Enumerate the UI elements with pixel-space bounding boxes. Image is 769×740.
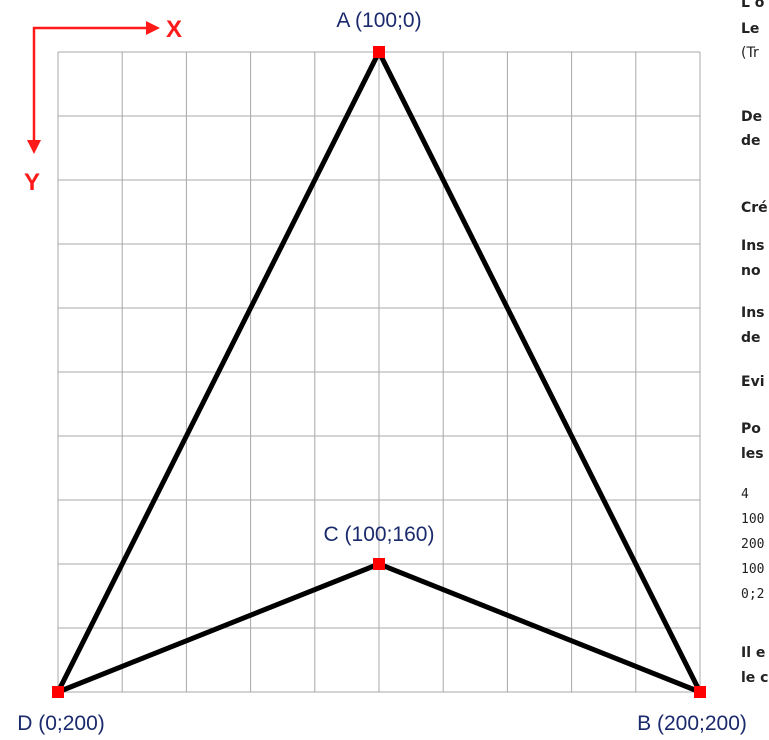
vertex-a-marker	[373, 46, 385, 58]
vertex-d-label: D (0;200)	[17, 712, 105, 735]
y-axis-label: Y	[24, 169, 40, 196]
sidebar-line: Evi	[741, 374, 765, 390]
x-axis-arrow	[146, 21, 160, 35]
coordinate-axes: X Y	[24, 16, 182, 196]
shape-vertices	[52, 46, 706, 698]
sidebar-line: de	[741, 330, 761, 346]
sidebar-line: 100	[741, 512, 764, 527]
sidebar-line: Po	[741, 421, 761, 437]
y-axis-arrow	[27, 140, 41, 154]
sidebar-line: De	[741, 109, 762, 125]
edge-c-d	[55, 561, 382, 695]
sidebar-line: no	[741, 263, 761, 279]
sidebar-text: L o Le (Tr De de Cré Ins no Ins de Evi Po les 4 100 200…	[741, 0, 768, 686]
sidebar-line: (Tr	[741, 45, 759, 61]
edge-a-b	[376, 49, 703, 695]
sidebar-line: L o	[741, 0, 765, 11]
sidebar-line: de	[741, 133, 761, 149]
sidebar-line: Ins	[741, 238, 765, 254]
grid	[57, 51, 701, 693]
vertex-labels: A (100;0) B (200;200) C (100;160) D (0;200)	[17, 9, 747, 735]
vertex-c-marker	[373, 558, 385, 570]
sidebar-line: le c	[741, 670, 768, 686]
edge-b-c	[376, 561, 703, 695]
edge-d-a	[55, 49, 382, 695]
sidebar-line: 4	[741, 487, 749, 502]
vertex-a-label: A (100;0)	[336, 9, 421, 32]
vertex-c-label: C (100;160)	[324, 523, 435, 546]
sidebar-line: Ins	[741, 305, 765, 321]
vertex-b-marker	[694, 686, 706, 698]
sidebar-line: Le	[741, 21, 759, 37]
vertex-d-marker	[52, 686, 64, 698]
x-axis-line	[32, 26, 148, 62]
sidebar-line: les	[741, 446, 764, 462]
sidebar-line: 0;2	[741, 587, 764, 602]
sidebar-line: 100	[741, 562, 764, 577]
shape-edges	[55, 49, 703, 695]
vertex-b-label: B (200;200)	[637, 712, 747, 735]
sidebar-line: 200	[741, 537, 764, 552]
x-axis-label: X	[166, 16, 182, 43]
sidebar-line: Cré	[741, 200, 768, 216]
sidebar-line: Il e	[741, 645, 765, 661]
